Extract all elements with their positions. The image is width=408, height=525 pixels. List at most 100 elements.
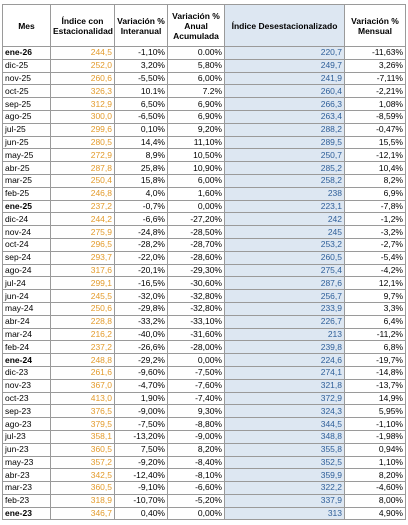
table-cell: -26,6% [114,340,168,355]
table-cell: 299,6 [50,122,115,137]
table-cell: 300,0 [50,109,115,124]
table-cell: 288,2 [224,122,345,137]
table-cell: 7,50% [114,442,168,457]
table-cell: abr-23 [2,468,51,483]
table-cell: 1,60% [167,186,225,201]
table-cell: 372,9 [224,391,345,406]
table-cell: 0,00% [167,506,225,521]
table-cell: -1,2% [344,212,406,227]
table-cell: 241,9 [224,71,345,86]
table-cell: -28,50% [167,225,225,239]
table-cell: abr-24 [2,314,51,329]
table-cell: 250,6 [50,301,115,316]
table-row: jul-23 358,1 -13,20% -9,00% 348,8 -1,98% [2,429,406,444]
table-cell: 342,5 [50,468,115,483]
table-cell: 244,5 [50,46,115,60]
table-cell: -6,60% [167,481,225,495]
header-cell: Variación % Interanual [114,4,168,47]
table-cell: 272,9 [50,148,115,163]
table-cell: -28,60% [167,250,225,265]
table-cell: 312,9 [50,97,115,111]
table-cell: -7,60% [167,378,225,393]
table-cell: oct-25 [2,84,51,99]
table-cell: -14,8% [344,365,406,380]
table-cell: 8,2% [344,173,406,188]
table-cell: ene-26 [2,46,51,60]
table-cell: 6,50% [114,97,168,111]
table-cell: -0,7% [114,199,168,214]
table-cell: -1,10% [344,417,406,431]
table-cell: -30,60% [167,276,225,291]
header-row: Mes Índice con Estacionalidad Variación % … [2,4,406,47]
table-cell: -12,1% [344,148,406,163]
table-cell: 1,10% [344,455,406,470]
table-cell: 238 [224,186,345,201]
table-row: may-24 250,6 -29,8% -32,80% 233,9 3,3% [2,301,406,316]
table-cell: -7,50% [167,365,225,380]
table-cell: ene-23 [2,506,51,521]
table-cell: 253,2 [224,237,345,252]
table-cell: ene-24 [2,353,51,367]
table-cell: -32,80% [167,289,225,303]
table-cell: 287,8 [50,161,115,175]
table-cell: -29,2% [114,353,168,367]
table-cell: -4,2% [344,263,406,278]
table-row: feb-25 246,8 4,0% 1,60% 238 6,9% [2,186,406,201]
table-row: may-23 357,2 -9,20% -8,40% 352,5 1,10% [2,455,406,470]
table-row: jun-25 280,5 14,4% 11,10% 289,5 15,5% [2,135,406,150]
table-cell: -13,7% [344,378,406,393]
table-cell: -28,00% [167,340,225,355]
table-cell: mar-24 [2,327,51,342]
table-cell: mar-23 [2,481,51,495]
table-cell: 360,5 [50,481,115,495]
table-cell: ago-25 [2,109,51,124]
table-cell: 357,2 [50,455,115,470]
table-cell: 6,8% [344,340,406,355]
table-cell: 318,9 [50,493,115,508]
table-cell: 228,8 [50,314,115,329]
table-cell: 321,8 [224,378,345,393]
table-cell: 8,20% [167,442,225,457]
table-cell: 220,7 [224,46,345,60]
table-cell: 326,3 [50,84,115,99]
table-cell: 0,94% [344,442,406,457]
table-row: jul-24 299,1 -16,5% -30,60% 287,6 12,1% [2,276,406,291]
table-cell: 287,6 [224,276,345,291]
table-cell: 260,5 [224,250,345,265]
table-cell: ago-24 [2,263,51,278]
table-cell: nov-23 [2,378,51,393]
table-cell: 322,2 [224,481,345,495]
table-cell: -16,5% [114,276,168,291]
table-cell: sep-24 [2,250,51,265]
table-row: ene-23 346,7 0,40% 0,00% 313 4,90% [2,506,406,521]
header-cell: Variación % Anual Acumulada [167,4,225,47]
table-cell: -6,50% [114,109,168,124]
table-cell: -3,2% [344,225,406,239]
table-cell: -29,30% [167,263,225,278]
table-row: abr-24 228,8 -33,2% -33,10% 226,7 6,4% [2,314,406,329]
table-cell: 296,5 [50,237,115,252]
table-cell: -27,20% [167,212,225,227]
table-cell: -11,2% [344,327,406,342]
table-cell: -9,10% [114,481,168,495]
table-cell: -22,0% [114,250,168,265]
table-cell: -5,20% [167,493,225,508]
table-cell: 6,9% [344,186,406,201]
table-cell: 413,0 [50,391,115,406]
table-cell: mar-25 [2,173,51,188]
table-cell: -1,10% [114,46,168,60]
table-cell: -10,70% [114,493,168,508]
table-cell: -7,50% [114,417,168,431]
table-cell: 0.00% [167,46,225,60]
table-cell: 1,90% [114,391,168,406]
table-row: sep-23 376,5 -9,00% 9,30% 324,3 5,95% [2,404,406,419]
table-cell: dic-23 [2,365,51,380]
table-row: jun-24 245,5 -32,0% -32,80% 256,7 9,7% [2,289,406,303]
table-cell: -19,7% [344,353,406,367]
table-cell: 299,1 [50,276,115,291]
table-row: jul-25 299,6 0,10% 9,20% 288,2 -0,47% [2,122,406,137]
table-cell: -8,40% [167,455,225,470]
table-row: jun-23 360,5 7,50% 8,20% 355,8 0,94% [2,442,406,457]
table-cell: jul-25 [2,122,51,137]
